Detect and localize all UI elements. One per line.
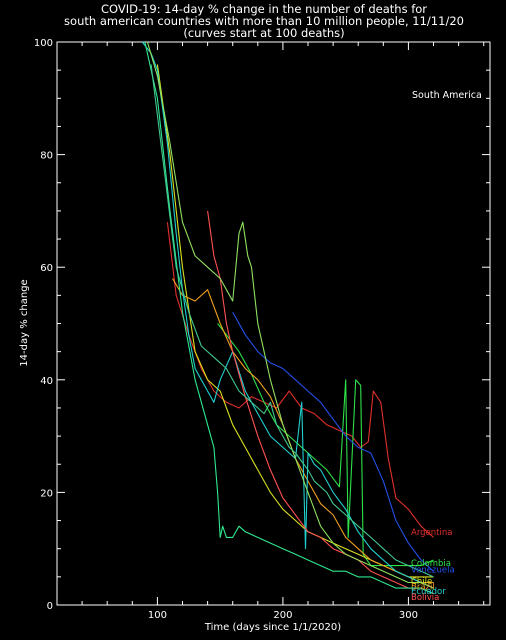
series-line-argentina [166,222,434,538]
y-tick-label: 80 [40,151,53,162]
x-tick-label: 100 [148,610,167,621]
region-annotation: South America [412,90,482,101]
series-label-colombia: Colombia [411,559,451,569]
series-line-unlabeled-8 [144,41,434,595]
series-labels: Argentina ColombiaVenezuelaChileBrazilEcu… [411,528,455,603]
x-axis-label: Time (days since 1/1/2020) [204,622,341,633]
series-label-brazil: Brazil [411,582,435,592]
y-tick-label: 40 [40,376,53,387]
title-line-1: COVID-19: 14-day % change in the number … [101,2,427,16]
series-line-chile [156,64,434,578]
y-tick-label: 60 [40,263,53,274]
series-line-bolivia [207,210,434,595]
x-axis-ticks: 100 200 300 [81,42,485,621]
y-axis-ticks: 0 20 40 60 80 100 [34,38,490,612]
y-axis-label: 14-day % change [19,279,30,366]
series-line-ecuador [141,41,434,589]
title-line-3: (curves start at 100 deaths) [183,26,344,40]
plot-frame [56,41,491,606]
series-line-unlabeled-10 [150,64,434,578]
series-line-unlabeled-9 [146,41,434,589]
series-label-venezuela: Venezuela [411,566,455,576]
series-label-chile: Chile [411,577,432,587]
x-tick-label: 200 [273,610,292,621]
y-tick-label: 20 [40,488,53,499]
x-tick-label: 300 [399,610,418,621]
series-label-bolivia: Bolivia [411,593,439,603]
series-line-brazil [172,278,434,584]
series-line-venezuela [232,311,434,572]
y-tick-label: 0 [47,601,53,612]
chart-title: COVID-19: 14-day % change in the number … [64,2,464,40]
series-lines [141,41,434,595]
series-label-argentina: Argentina [411,528,452,538]
y-tick-label: 100 [34,38,53,49]
series-label-ecuador: Ecuador [411,587,446,597]
title-line-2: south american countries with more than … [64,14,464,28]
